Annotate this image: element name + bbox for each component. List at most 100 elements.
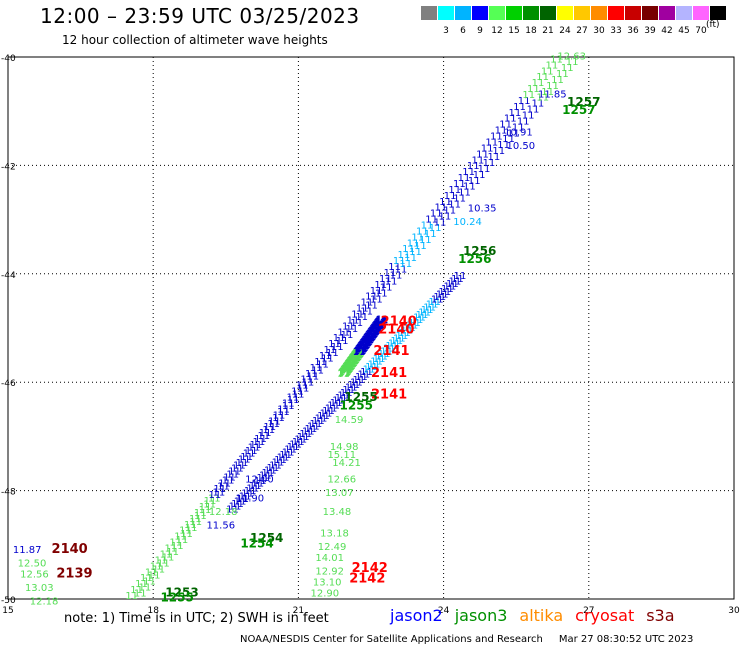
track-mark: 11 bbox=[401, 326, 414, 337]
track-mark: 11 bbox=[320, 408, 333, 419]
track-mark: 11 bbox=[365, 330, 378, 341]
wave-reading-label: 2141 bbox=[371, 366, 407, 381]
track-mark: 11 bbox=[194, 508, 207, 519]
track-mark: 11 bbox=[444, 191, 457, 202]
wave-reading-label: 1254 bbox=[250, 531, 283, 545]
track-mark: 11 bbox=[347, 315, 360, 326]
track-mark: 11 bbox=[365, 292, 378, 303]
track-mark: 11 bbox=[453, 194, 466, 205]
track-mark: 11 bbox=[300, 375, 313, 386]
track-mark: 11 bbox=[284, 445, 297, 456]
track-mark: 11 bbox=[364, 331, 377, 342]
track-mark: 11 bbox=[274, 455, 287, 466]
track-mark: 11 bbox=[522, 111, 535, 122]
track-mark: 11 bbox=[375, 316, 388, 327]
track-mark: 11 bbox=[316, 360, 329, 371]
color-swatch-label: 70 bbox=[695, 26, 707, 36]
wave-reading-label: 1255 bbox=[340, 398, 373, 412]
track-mark: 11 bbox=[362, 334, 375, 345]
track-mark: 11 bbox=[217, 482, 230, 493]
track-mark: 11 bbox=[373, 319, 386, 330]
wave-reading-label: 2142 bbox=[352, 561, 388, 576]
track-mark: 11 bbox=[333, 333, 346, 344]
y-tick-label: -42 bbox=[1, 162, 16, 172]
wave-reading-label: 1255 bbox=[160, 591, 193, 605]
track-mark: 11 bbox=[310, 363, 323, 374]
track-mark: 11 bbox=[532, 99, 545, 110]
track-mark: 11 bbox=[375, 288, 388, 299]
track-mark: 11 bbox=[287, 395, 300, 406]
track-mark: 11 bbox=[269, 460, 282, 471]
track-mark: 11 bbox=[279, 450, 292, 461]
wave-reading-label: 14.59 bbox=[335, 415, 364, 426]
track-mark: 11 bbox=[362, 334, 375, 345]
x-tick-label: 15 bbox=[2, 606, 13, 616]
track-mark: 11 bbox=[490, 132, 503, 143]
track-mark: 11 bbox=[393, 333, 406, 344]
track-mark: 11 bbox=[448, 185, 461, 196]
track-mark: 11 bbox=[199, 502, 212, 513]
track-mark: 11 bbox=[311, 366, 324, 377]
track-mark: 11 bbox=[383, 344, 396, 355]
color-scale-unit: (ft) bbox=[706, 20, 720, 30]
track-mark: 11 bbox=[463, 182, 476, 193]
track-mark: 11 bbox=[337, 327, 350, 338]
track-mark: 11 bbox=[411, 315, 424, 326]
color-swatch-label: 18 bbox=[525, 26, 537, 36]
color-swatch-label: 3 bbox=[443, 26, 449, 36]
track-mark: 11 bbox=[350, 351, 363, 362]
track-mark: 11 bbox=[371, 322, 384, 333]
track-mark: 11 bbox=[262, 425, 275, 436]
track-mark: 11 bbox=[312, 416, 325, 427]
track-mark: 11 bbox=[566, 57, 579, 68]
track-mark: 11 bbox=[286, 393, 299, 404]
track-mark: 11 bbox=[291, 387, 304, 398]
track-mark: 11 bbox=[379, 274, 392, 285]
track-mark: 11 bbox=[433, 292, 446, 303]
track-mark: 11 bbox=[162, 553, 175, 564]
track-mark: 11 bbox=[546, 81, 559, 92]
track-mark: 11 bbox=[429, 223, 442, 234]
track-mark: 11 bbox=[360, 337, 373, 348]
color-swatch-label: 24 bbox=[559, 26, 571, 36]
track-mark: 11 bbox=[169, 538, 182, 549]
track-mark: 11 bbox=[366, 329, 379, 340]
track-mark: 11 bbox=[353, 347, 366, 358]
track-mark: 11 bbox=[385, 341, 398, 352]
track-mark: 11 bbox=[370, 322, 383, 333]
track-mark: 11 bbox=[351, 309, 364, 320]
wave-reading-label: 12.50 bbox=[18, 558, 47, 569]
wave-reading-label: 13.48 bbox=[323, 507, 352, 518]
track-mark: 11 bbox=[339, 366, 352, 377]
track-mark: 11 bbox=[527, 105, 540, 116]
track-mark: 11 bbox=[157, 559, 170, 570]
color-swatch bbox=[421, 6, 437, 20]
track-mark: 11 bbox=[342, 362, 355, 373]
track-mark: 11 bbox=[462, 167, 475, 178]
track-mark: 11 bbox=[421, 305, 434, 316]
track-mark: 11 bbox=[355, 372, 368, 383]
track-mark: 11 bbox=[453, 179, 466, 190]
track-mark: 11 bbox=[234, 497, 247, 508]
wave-reading-label: 2139 bbox=[56, 566, 92, 581]
track-mark: 11 bbox=[352, 348, 365, 359]
track-mark: 11 bbox=[365, 362, 378, 373]
track-mark: 11 bbox=[259, 428, 272, 439]
wave-reading-label: 1255 bbox=[344, 390, 377, 404]
track-mark: 11 bbox=[512, 122, 525, 133]
track-mark: 11 bbox=[213, 484, 226, 495]
track-mark: 11 bbox=[468, 176, 481, 187]
track-mark: 11 bbox=[338, 368, 351, 379]
track-mark: 11 bbox=[254, 476, 267, 487]
track-mark: 11 bbox=[385, 277, 398, 288]
track-mark: 11 bbox=[370, 357, 383, 368]
track-mark: 11 bbox=[337, 369, 350, 380]
track-mark: 11 bbox=[319, 351, 332, 362]
track-mark: 11 bbox=[373, 318, 386, 329]
track-mark: 11 bbox=[204, 496, 217, 507]
track-mark: 11 bbox=[348, 353, 361, 364]
track-mark: 11 bbox=[395, 331, 408, 342]
track-mark: 11 bbox=[301, 377, 314, 388]
track-mark: 11 bbox=[338, 368, 351, 379]
axis-tick-labels: 15 18 21 24 27 30 -40 -42 -44 -46 -48 -50 bbox=[1, 54, 740, 616]
